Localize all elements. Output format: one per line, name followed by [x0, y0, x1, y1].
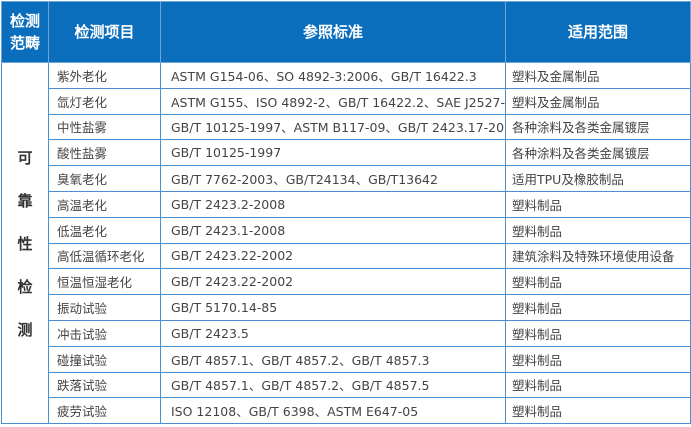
table-row: 跌落试验 GB/T 4857.1、GB/T 4857.2、GB/T 4857.5 塑…: [2, 371, 691, 399]
header-category: 检测 范畴: [1, 1, 49, 63]
standard-cell: GB/T 7762-2003、GB/T24134、GB/T13642: [160, 165, 506, 192]
item-cell: 高低温循环老化: [48, 242, 161, 270]
item-cell: 高温老化: [48, 190, 161, 218]
table-row: 高低温循环老化 GB/T 2423.22-2002 建筑涂料及特殊环境使用设备: [2, 242, 691, 270]
table-row: 高温老化 GB/T 2423.2-2008 塑料制品: [2, 190, 691, 218]
scope-cell: 塑料及金属制品: [505, 87, 691, 115]
header-standard: 参照标准: [160, 1, 506, 63]
standard-cell: ISO 12108、GB/T 6398、ASTM E647-05: [160, 397, 506, 425]
scope-cell: 各种涂料及各类金属镀层: [505, 139, 691, 167]
scope-cell: 塑料制品: [505, 319, 691, 347]
standard-cell: GB/T 4857.1、GB/T 4857.2、GB/T 4857.3: [160, 345, 506, 373]
table-row: 冲击试验 GB/T 2423.5 塑料制品: [2, 319, 691, 347]
standard-cell: GB/T 10125-1997: [160, 139, 506, 167]
scope-cell: 塑料制品: [505, 268, 691, 296]
item-cell: 紫外老化: [48, 62, 161, 89]
item-cell: 振动试验: [48, 294, 161, 321]
header-item: 检测项目: [48, 1, 161, 63]
scope-cell: 塑料制品: [505, 294, 691, 321]
standard-cell: GB/T 2423.22-2002: [160, 268, 506, 296]
table-row: 振动试验 GB/T 5170.14-85 塑料制品: [2, 294, 691, 321]
header-row: 检测 范畴 检测项目 参照标准 适用范围: [1, 1, 691, 63]
table-row: 酸性盐雾 GB/T 10125-1997 各种涂料及各类金属镀层: [2, 139, 691, 167]
standard-cell: GB/T 2423.1-2008: [160, 216, 506, 244]
item-cell: 氙灯老化: [48, 87, 161, 115]
scope-cell: 建筑涂料及特殊环境使用设备: [505, 242, 691, 270]
item-cell: 疲劳试验: [48, 397, 161, 425]
scope-cell: 塑料制品: [505, 345, 691, 373]
item-cell: 低温老化: [48, 216, 161, 244]
scope-cell: 塑料制品: [505, 397, 691, 425]
table-row: 疲劳试验 ISO 12108、GB/T 6398、ASTM E647-05 塑料制品: [2, 397, 691, 425]
scope-cell: 塑料及金属制品: [505, 62, 691, 89]
scope-cell: 塑料制品: [505, 190, 691, 218]
header-scope: 适用范围: [505, 1, 691, 63]
item-cell: 恒温恒湿老化: [48, 268, 161, 296]
category-cell: 可靠性检测: [1, 61, 49, 425]
item-cell: 中性盐雾: [48, 113, 161, 141]
table-row: 氙灯老化 ASTM G155、ISO 4892-2、GB/T 16422.2、SA…: [2, 87, 691, 115]
table-row: 碰撞试验 GB/T 4857.1、GB/T 4857.2、GB/T 4857.3 塑…: [2, 345, 691, 373]
standard-cell: GB/T 10125-1997、ASTM B117-09、GB/T 2423.1…: [160, 113, 506, 141]
category-char: 检: [17, 277, 33, 296]
table-row: 低温老化 GB/T 2423.1-2008 塑料制品: [2, 216, 691, 244]
category-char: 靠: [17, 191, 33, 210]
scope-cell: 适用TPU及橡胶制品: [505, 165, 691, 192]
item-cell: 臭氧老化: [48, 165, 161, 192]
table-row: 臭氧老化 GB/T 7762-2003、GB/T24134、GB/T13642 适用…: [2, 165, 691, 192]
standard-cell: GB/T 2423.22-2002: [160, 242, 506, 270]
standard-cell: GB/T 5170.14-85: [160, 294, 506, 321]
scope-cell: 各种涂料及各类金属镀层: [505, 113, 691, 141]
standard-cell: ASTM G155、ISO 4892-2、GB/T 16422.2、SAE J2…: [160, 87, 506, 115]
table-row: 中性盐雾 GB/T 10125-1997、ASTM B117-09、GB/T 24…: [2, 113, 691, 141]
item-cell: 酸性盐雾: [48, 139, 161, 167]
category-char: 可: [17, 148, 33, 167]
item-cell: 碰撞试验: [48, 345, 161, 373]
table-row: 可靠性检测紫外老化 ASTM G154-06、SO 4892-3:2006、GB/…: [1, 61, 691, 425]
standard-cell: GB/T 2423.5: [160, 319, 506, 347]
scope-cell: 塑料制品: [505, 371, 691, 399]
item-cell: 跌落试验: [48, 371, 161, 399]
standard-cell: GB/T 4857.1、GB/T 4857.2、GB/T 4857.5: [160, 371, 506, 399]
category-char: 测: [17, 320, 33, 339]
table-row: 恒温恒湿老化 GB/T 2423.22-2002 塑料制品: [2, 268, 691, 296]
category-char: 性: [17, 234, 33, 253]
scope-cell: 塑料制品: [505, 216, 691, 244]
item-cell: 冲击试验: [48, 319, 161, 347]
standard-cell: ASTM G154-06、SO 4892-3:2006、GB/T 16422.3: [160, 62, 506, 89]
standard-cell: GB/T 2423.2-2008: [160, 190, 506, 218]
